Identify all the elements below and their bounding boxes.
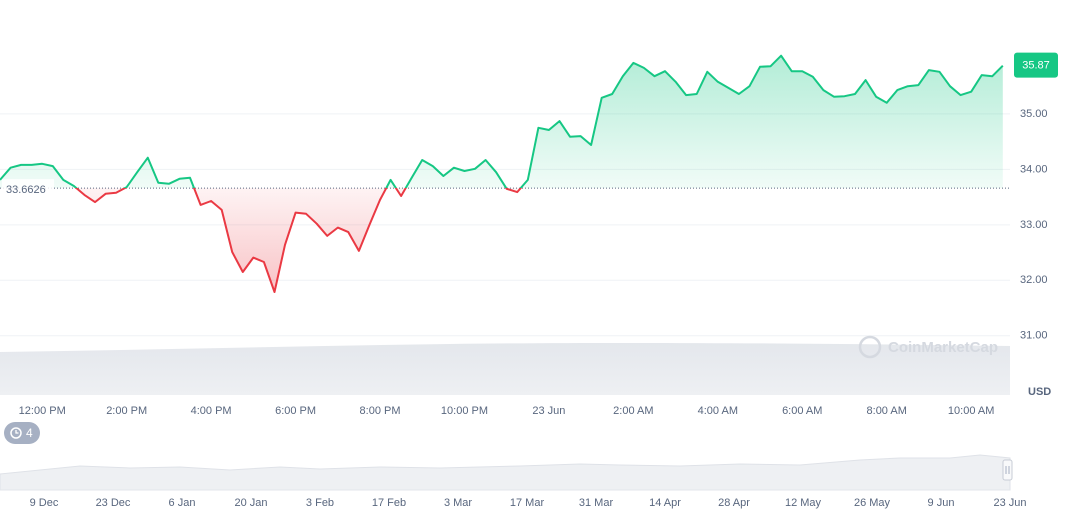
plot: 33.6626 <box>0 54 1010 293</box>
x-tick-label: 8:00 AM <box>867 405 907 417</box>
y-tick-label: 32.00 <box>1020 274 1048 286</box>
navigator-label: 3 Feb <box>306 497 334 509</box>
x-tick-label: 4:00 PM <box>191 405 232 417</box>
x-tick-label: 10:00 PM <box>441 405 488 417</box>
x-tick-label: 10:00 AM <box>948 405 994 417</box>
navigator-label: 9 Jun <box>928 497 955 509</box>
navigator-label: 28 Apr <box>718 497 750 509</box>
price-area <box>0 55 1003 293</box>
y-tick-label: 34.00 <box>1020 163 1048 175</box>
navigator-label: 14 Apr <box>649 497 681 509</box>
x-tick-label: 23 Jun <box>532 405 565 417</box>
navigator-label: 17 Mar <box>510 497 545 509</box>
y-tick-label: 33.00 <box>1020 219 1048 231</box>
navigator[interactable] <box>0 454 1013 491</box>
volume-area <box>0 342 1010 395</box>
navigator-label: 20 Jan <box>234 497 267 509</box>
navigator-label: 9 Dec <box>30 497 59 509</box>
baseline-label-bg <box>2 179 54 196</box>
x-tick-label: 4:00 AM <box>698 405 738 417</box>
baseline-label: 33.6626 <box>6 184 46 196</box>
navigator-label: 12 May <box>785 497 822 509</box>
price-line <box>0 54 1004 293</box>
navigator-label: 23 Dec <box>96 497 131 509</box>
watermark-text: CoinMarketCap <box>888 339 998 356</box>
x-tick-label: 2:00 AM <box>613 405 653 417</box>
x-tick-label: 2:00 PM <box>106 405 147 417</box>
x-tick-label: 6:00 PM <box>275 405 316 417</box>
events-count: 4 <box>26 426 33 440</box>
current-price-tag <box>1014 52 1058 78</box>
navigator-label: 17 Feb <box>372 497 406 509</box>
navigator-label: 31 Mar <box>579 497 614 509</box>
watermark: CoinMarketCap <box>858 335 998 359</box>
x-tick-label: 8:00 PM <box>360 405 401 417</box>
events-badge[interactable]: 4 <box>4 422 40 444</box>
x-tick-label: 6:00 AM <box>782 405 822 417</box>
navigator-label: 3 Mar <box>444 497 472 509</box>
navigator-label: 26 May <box>854 497 891 509</box>
currency-label: USD <box>1028 386 1051 398</box>
navigator-label: 6 Jan <box>169 497 196 509</box>
y-tick-label: 35.00 <box>1020 108 1048 120</box>
x-tick-label: 12:00 PM <box>19 405 66 417</box>
navigator-labels: 9 Dec 23 Dec 6 Jan 20 Jan 3 Feb 17 Feb 3 Mar 17… <box>30 497 1027 509</box>
navigator-label: 23 Jun <box>993 497 1026 509</box>
y-tick-label: 31.00 <box>1020 330 1048 342</box>
current-price-label: 35.87 <box>1022 60 1050 72</box>
